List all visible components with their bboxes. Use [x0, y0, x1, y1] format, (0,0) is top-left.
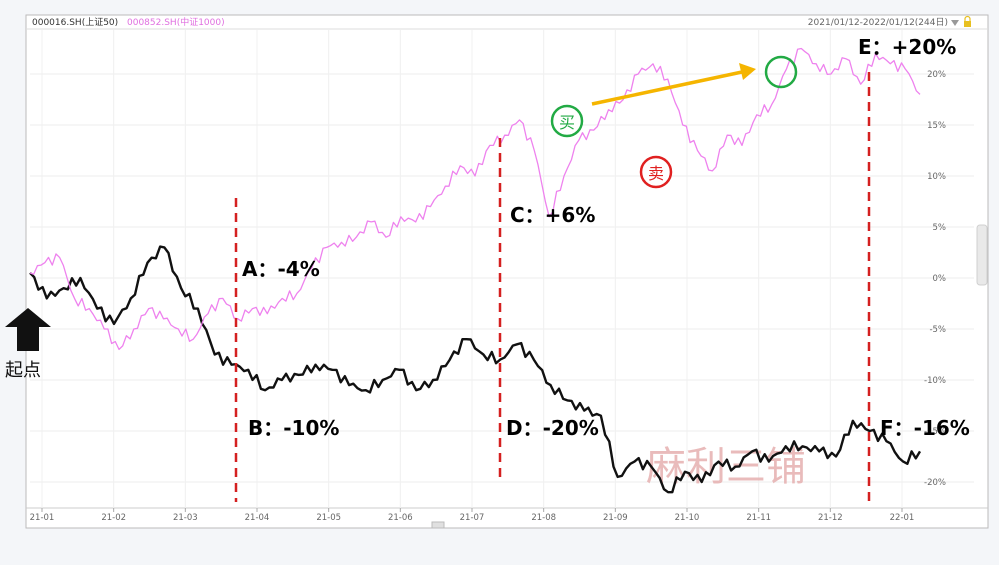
y-axis-ticks: 20% 15% 10% 5% 0% -5% -10% -15% -20%	[924, 70, 946, 488]
sell-marker-label: 卖	[648, 164, 664, 183]
x-axis-ticks: 21-01 21-02 21-03 21-04 21-05 21-06 21-07 21-08…	[30, 508, 915, 523]
peak-marker-circle	[764, 55, 798, 89]
lock-icon[interactable]	[964, 15, 971, 28]
y-tick-label: 5%	[933, 223, 947, 233]
x-tick-label: 21-01	[30, 513, 55, 523]
x-tick-label: 21-04	[245, 513, 270, 523]
trade-arrow-shaft	[591, 70, 743, 106]
trade-arrow-head	[739, 63, 756, 80]
annotation-e: E：+20%	[858, 35, 956, 59]
x-tick-label: 21-06	[388, 513, 413, 523]
buy-marker: 买	[550, 104, 584, 138]
x-tick-label: 21-10	[675, 513, 700, 523]
scrollbar-handle[interactable]	[976, 224, 988, 286]
annotation-d: D：-20%	[506, 416, 599, 440]
y-tick-label: 15%	[927, 121, 946, 131]
annotation-f: F：-16%	[880, 416, 970, 440]
x-tick-label: 21-11	[746, 513, 771, 523]
annotation-a: A：-4%	[242, 257, 320, 281]
y-tick-label: -20%	[924, 478, 946, 488]
annotation-b: B：-10%	[248, 416, 339, 440]
series1-header-label: 000016.SH(上证50)	[32, 17, 118, 28]
bottom-scroll-handle[interactable]	[431, 521, 445, 529]
x-tick-label: 21-08	[531, 513, 556, 523]
x-tick-label: 22-01	[890, 513, 915, 523]
series-line-zz1000	[29, 47, 921, 351]
y-tick-label: -10%	[924, 376, 946, 386]
date-range-label: 2021/01/12-2022/01/12(244日)	[808, 17, 948, 28]
x-tick-label: 21-05	[316, 513, 341, 523]
x-tick-label: 21-09	[603, 513, 628, 523]
x-tick-label: 21-03	[173, 513, 198, 523]
y-tick-label: 10%	[927, 172, 946, 182]
x-tick-label: 21-02	[101, 513, 126, 523]
plot-frame	[25, 14, 989, 529]
sell-marker: 卖	[639, 155, 673, 189]
series-line-sz50	[29, 245, 922, 494]
x-tick-label: 21-07	[460, 513, 485, 523]
buy-marker-label: 买	[559, 113, 575, 132]
y-tick-label: 0%	[933, 274, 947, 284]
annotation-c: C：+6%	[510, 203, 595, 227]
up-arrow-icon	[5, 308, 51, 351]
start-label: 起点	[5, 360, 41, 381]
x-tick-label: 21-12	[818, 513, 843, 523]
triangle-down-icon[interactable]	[951, 20, 959, 26]
y-tick-label: -5%	[929, 325, 946, 335]
series2-header-label: 000852.SH(中证1000)	[127, 16, 225, 28]
grid	[30, 30, 974, 508]
watermark: 麻利三铺	[646, 444, 806, 490]
y-tick-label: -15%	[924, 427, 946, 437]
series-group	[29, 47, 922, 494]
y-tick-label: 20%	[927, 70, 946, 80]
